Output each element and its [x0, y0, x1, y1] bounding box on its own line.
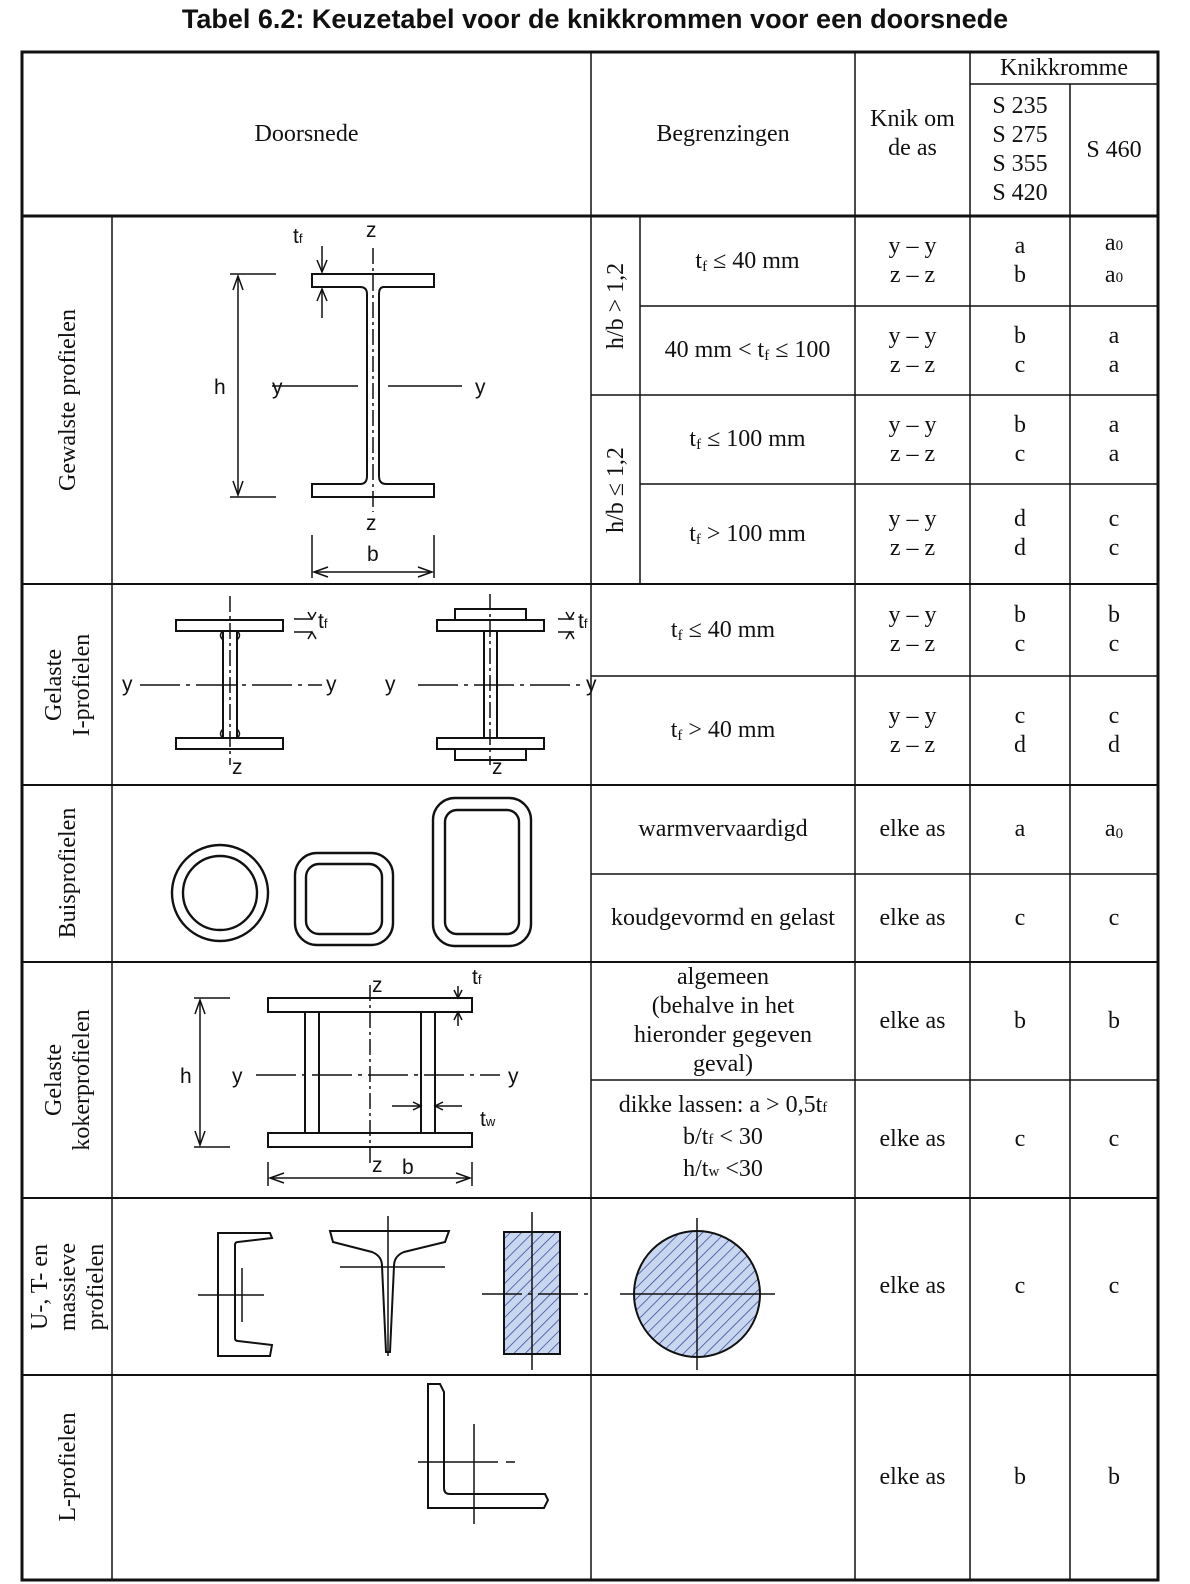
curve1-r11: c [1014, 1273, 1026, 1299]
fig3-y-left-label: y [385, 673, 396, 696]
axis-r7: elke as [879, 816, 946, 842]
header-steel-grades: S 235 S 275 S 355 S 420 [970, 84, 1070, 216]
fig4-y-right-label: y [508, 1065, 519, 1088]
solid-rectangle-figure [482, 1212, 590, 1370]
header-begrenzingen: Begrenzingen [656, 120, 790, 147]
header-knik-line1: Knik om [870, 106, 955, 132]
rolled-i-section-figure [230, 246, 462, 578]
u-section-figure [198, 1232, 274, 1357]
header-knikkromme: Knikkromme [1000, 54, 1128, 81]
fig2-tf-label: tf [318, 610, 328, 633]
table-title: Tabel 6.2: Keuzetabel voor de knikkromme… [181, 4, 1009, 34]
fig1-z-top-label: z [366, 219, 377, 242]
curve2-r8: c [1108, 904, 1120, 931]
welded-i-section-figure-2 [418, 594, 580, 765]
fig3-y-right-label: y [586, 673, 597, 696]
grade-s235: S 235 [992, 93, 1048, 119]
curve2-r11: c [1108, 1273, 1120, 1299]
fig4-tw-label: tw [480, 1108, 496, 1131]
curve2-r1: a0 a0 [1104, 230, 1124, 288]
fig4-h-label: h [180, 1065, 192, 1088]
fig1-tf-label: tf [293, 225, 303, 248]
header-knik-line2: de as [888, 135, 937, 161]
grade-s420: S 420 [992, 180, 1048, 206]
fig2-y-left-label: y [122, 673, 133, 696]
l-section-figure [418, 1383, 550, 1524]
header-doorsnede: Doorsnede [254, 120, 359, 147]
fig1-y-left-label: y [272, 376, 283, 399]
solid-circle-figure [620, 1218, 775, 1370]
curve2-r12: b [1108, 1464, 1120, 1490]
header-knik-om-de-as: Knik om de as [855, 52, 970, 216]
curve2-r10: c [1108, 1125, 1120, 1152]
welded-box-section-figure [194, 985, 500, 1186]
axis-r10: elke as [879, 1125, 946, 1152]
fig1-y-right-label: y [475, 376, 486, 399]
curve1-r9: b [1014, 1007, 1026, 1034]
curve1-r10: c [1014, 1125, 1026, 1152]
fig4-y-left-label: y [232, 1065, 243, 1088]
t-section-figure [328, 1216, 451, 1356]
fig1-z-bottom-label: z [366, 512, 377, 535]
limit-r7: warmvervaardigd [638, 816, 808, 842]
fig4-z-bottom-label: z [372, 1154, 383, 1177]
fig4-tf-label: tf [472, 966, 482, 989]
fig1-b-label: b [367, 543, 379, 566]
fig2-z-label: z [232, 756, 243, 779]
axis-r11: elke as [879, 1273, 946, 1299]
grade-s275: S 275 [992, 122, 1048, 148]
axis-r9: elke as [879, 1007, 946, 1034]
fig4-z-top-label: z [372, 974, 383, 997]
curve1-r8: c [1014, 904, 1026, 931]
hollow-sections-figure [170, 796, 533, 948]
fig2-y-right-label: y [326, 673, 337, 696]
fig3-tf-label: tf [578, 610, 588, 633]
curve1-r7: a [1014, 816, 1026, 842]
fig4-b-label: b [402, 1156, 414, 1179]
axis-r12: elke as [879, 1464, 946, 1490]
fig1-h-label: h [214, 376, 226, 399]
header-s460: S 460 [1086, 136, 1142, 163]
axis-r8: elke as [879, 904, 946, 931]
limit-r9: algemeen (behalve in het hieronder gegeven… [634, 964, 812, 1077]
fig3-z-label: z [492, 756, 503, 779]
limit-r10: dikke lassen: a > 0,5tf b/tf < 30 h/tw <… [618, 1092, 828, 1182]
curve2-r9: b [1108, 1007, 1120, 1034]
limit-r8: koudgevormd en gelast [611, 904, 835, 931]
welded-i-section-figure-1 [140, 596, 322, 765]
grade-s355: S 355 [992, 151, 1048, 177]
curve1-r12: b [1014, 1464, 1026, 1490]
